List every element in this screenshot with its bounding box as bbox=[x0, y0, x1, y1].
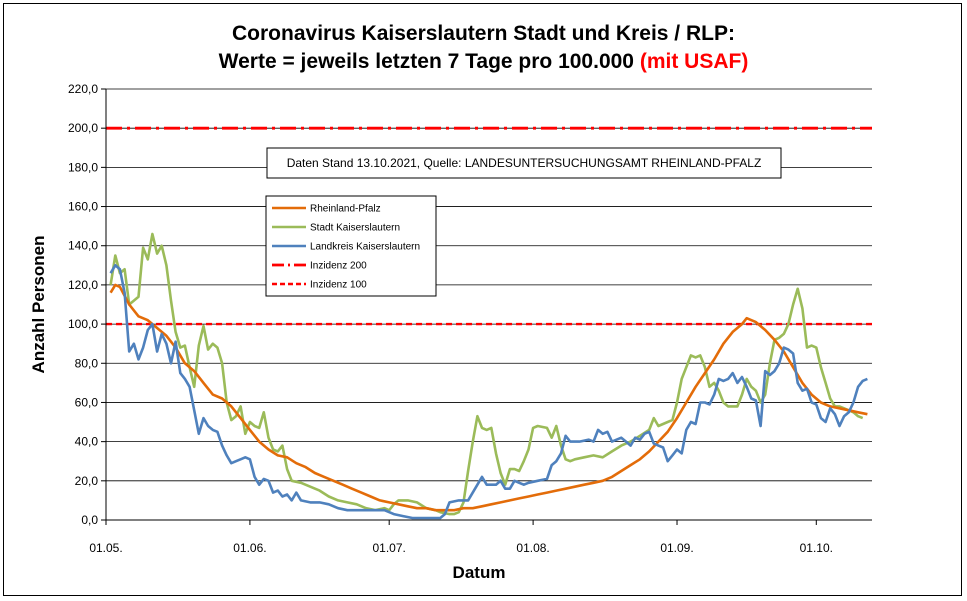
series-line-0 bbox=[109, 283, 868, 512]
source-note-text: Daten Stand 13.10.2021, Quelle: LANDESUN… bbox=[287, 156, 762, 170]
y-tick-label: 120,0 bbox=[68, 278, 98, 292]
chart-title-line1: Coronavirus Kaiserslautern Stadt und Kre… bbox=[232, 22, 735, 45]
y-tick-label: 0,0 bbox=[81, 513, 98, 527]
x-tick-label: 01.06. bbox=[233, 541, 266, 555]
series-line-1 bbox=[109, 232, 864, 516]
y-tick-label: 20,0 bbox=[75, 474, 99, 488]
source-note: Daten Stand 13.10.2021, Quelle: LANDESUN… bbox=[266, 147, 782, 179]
legend-label-2: Landkreis Kaiserslautern bbox=[310, 242, 420, 253]
y-tick-label: 220,0 bbox=[68, 82, 98, 96]
y-axis-label: Anzahl Personen bbox=[29, 236, 48, 374]
legend-label-0: Rheinland-Pfalz bbox=[310, 204, 381, 215]
y-tick-label: 200,0 bbox=[68, 121, 98, 135]
x-axis-ticks: 01.05. 01.06. 01.07. 01.08. 01.09. 01.10. bbox=[89, 520, 833, 555]
y-tick-label: 160,0 bbox=[68, 200, 98, 214]
chart-title: Coronavirus Kaiserslautern Stadt und Kre… bbox=[0, 20, 967, 76]
chart-title-line2: Werte = jeweils letzten 7 Tage pro 100.0… bbox=[0, 48, 967, 76]
series-line-2 bbox=[109, 264, 868, 520]
y-tick-label: 60,0 bbox=[75, 395, 99, 409]
chart-frame bbox=[3, 3, 962, 596]
y-tick-label: 80,0 bbox=[75, 356, 99, 370]
chart-title-line2-main: Werte = jeweils letzten 7 Tage pro 100.0… bbox=[218, 50, 640, 73]
x-tick-label: 01.10. bbox=[800, 541, 833, 555]
x-tick-label: 01.08. bbox=[516, 541, 549, 555]
x-tick-label: 01.05. bbox=[89, 541, 122, 555]
legend-label-3: Inzidenz 200 bbox=[310, 261, 367, 272]
x-tick-label: 01.09. bbox=[660, 541, 693, 555]
series-lines bbox=[106, 126, 872, 520]
x-axis-label: Datum bbox=[453, 563, 506, 582]
x-tick-label: 01.07. bbox=[373, 541, 406, 555]
source-note-box bbox=[266, 147, 782, 179]
legend-label-4: Inzidenz 100 bbox=[310, 280, 367, 291]
legend-label-1: Stadt Kaiserslautern bbox=[310, 223, 400, 234]
y-axis-ticks: 0,0 20,0 40,0 60,0 80,0 100,0 120,0 140,0 160,0 1… bbox=[68, 82, 106, 527]
y-tick-label: 40,0 bbox=[75, 435, 99, 449]
legend: Rheinland-Pfalz Stadt Kaiserslautern Landk… bbox=[265, 195, 437, 297]
y-tick-label: 100,0 bbox=[68, 317, 98, 331]
y-tick-label: 140,0 bbox=[68, 239, 98, 253]
y-tick-label: 180,0 bbox=[68, 160, 98, 174]
chart-title-highlight: (mit USAF) bbox=[639, 50, 749, 73]
